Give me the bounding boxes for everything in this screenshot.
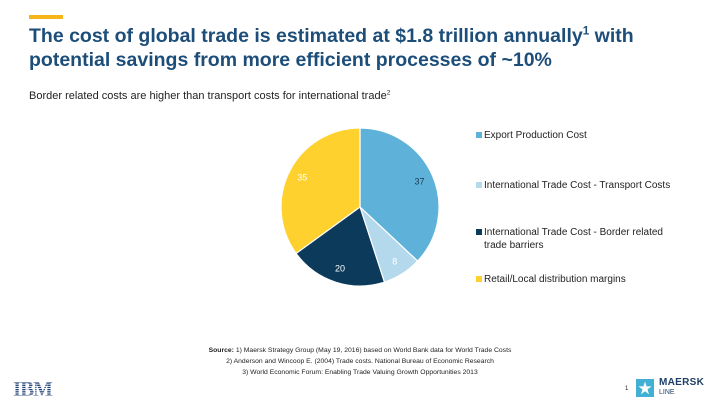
legend-label: International Trade Cost - Border relate… [484,227,663,251]
data-label-transport-costs: 8 [392,257,397,267]
title-accent-bar [29,15,63,19]
legend-item-retail-margins: Retail/Local distribution margins [476,273,626,286]
maersk-wordmark: MAERSK [659,377,705,388]
pie-slice-retail-margins [280,127,361,255]
maersk-star-icon [636,378,654,397]
data-label-retail-margins: 35 [297,173,307,183]
ibm-logo: IBM [13,378,53,400]
maersk-subline: LINE [659,389,675,396]
page-number: 1 [625,386,629,392]
source-label: Source: [208,347,234,354]
data-label-border-barriers: 20 [335,264,345,274]
source-line-1: 1) Maersk Strategy Group (May 19, 2016) … [233,347,512,354]
svg-text:IBM: IBM [13,378,53,400]
legend-item-export-production: Export Production Cost [476,129,587,142]
pie-slice-export-production [359,127,440,262]
page-title: The cost of global trade is estimated at… [29,24,634,71]
source-line-3: 3) World Economic Forum: Enabling Trade … [242,369,478,376]
legend-swatch [476,276,482,282]
legend-label: Export Production Cost [484,130,587,141]
source-notes: Source: 1) Maersk Strategy Group (May 19… [0,345,720,378]
legend-swatch [476,229,482,235]
legend-swatch [476,132,482,138]
legend-swatch [476,182,482,188]
subtitle-footnote-ref: 2 [386,89,391,97]
legend-label: International Trade Cost - Transport Cos… [484,180,671,191]
pie-slice-border-barriers [295,206,386,287]
title-footnote-ref: 1 [582,24,590,38]
legend-item-border-barriers: International Trade Cost - Border relate… [476,226,679,252]
legend-label: Retail/Local distribution margins [484,274,626,285]
pie-chart: 37 8 20 35 [280,127,440,287]
page-subtitle: Border related costs are higher than tra… [29,89,391,102]
data-label-export-production: 37 [414,176,424,186]
legend-item-transport-costs: International Trade Cost - Transport Cos… [476,179,670,192]
maersk-logo: MAERSK LINE [636,378,704,397]
source-line-2: 2) Anderson and Wincoop E. (2004) Trade … [226,358,494,365]
